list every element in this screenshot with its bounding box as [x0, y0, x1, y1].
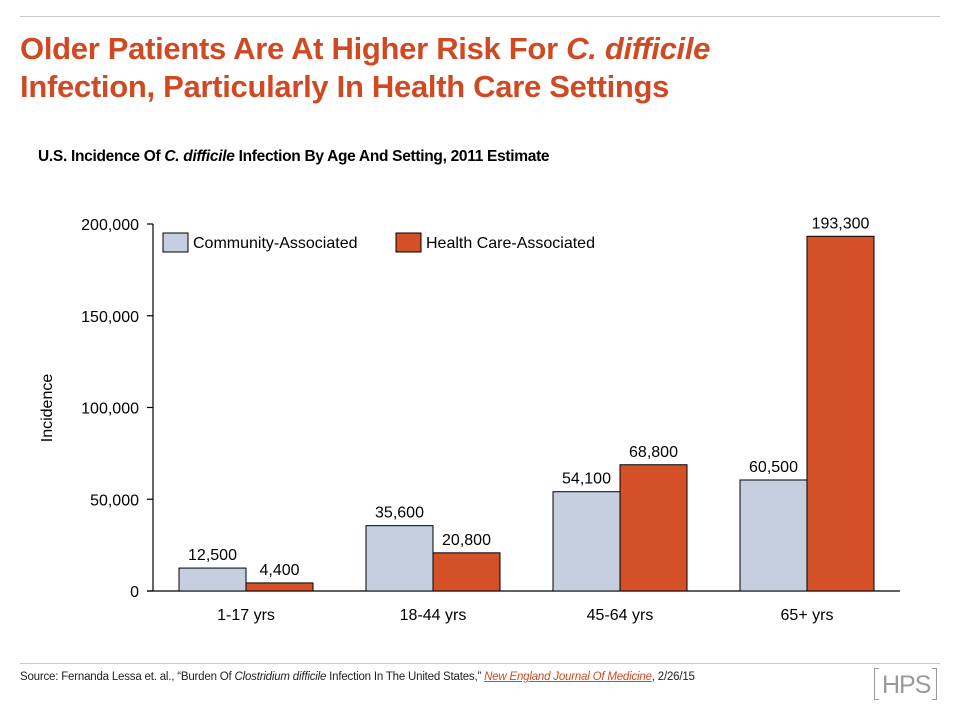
data-label: 35,600 — [375, 505, 424, 522]
logo-text: HPS — [882, 671, 931, 699]
title-text-line2: Infection, Particularly In Health Care S… — [20, 69, 670, 104]
y-tick-label: 50,000 — [90, 492, 139, 509]
bar-health-care — [619, 464, 688, 592]
bar-health-care — [245, 582, 314, 592]
y-axis-label: Incidence — [39, 374, 56, 443]
legend-swatch-community — [162, 232, 189, 253]
chart-title-text-end: Infection By Age And Setting, 2011 Estim… — [234, 148, 550, 165]
chart-title: U.S. Incidence Of C. difficile Infection… — [38, 148, 550, 166]
y-tick-label: 150,000 — [81, 309, 139, 326]
x-tick-label: 65+ yrs — [781, 607, 834, 624]
bars — [178, 235, 875, 592]
bar-community — [178, 567, 247, 592]
logo-bracket-right — [932, 668, 937, 700]
y-tick-label: 200,000 — [81, 217, 139, 234]
x-tick-label: 18-44 yrs — [400, 607, 467, 624]
data-label: 54,100 — [562, 471, 611, 488]
data-label: 193,300 — [812, 215, 870, 232]
data-label: 4,400 — [259, 562, 299, 579]
bar-community — [365, 525, 434, 592]
data-label: 68,800 — [629, 444, 678, 461]
x-tick-label: 1-17 yrs — [217, 607, 275, 624]
axes: 0 50,000 100,000 150,000 200,000 1-17 yrs 18-4… — [81, 217, 900, 624]
source-italic: Clostridium difficile — [234, 671, 327, 683]
data-label: 20,800 — [442, 532, 491, 549]
chart-title-text: U.S. Incidence Of — [38, 148, 165, 165]
hps-logo: HPS — [872, 668, 942, 700]
legend-label: Health Care-Associated — [426, 235, 595, 252]
source-date: , 2/26/15 — [651, 671, 695, 683]
bar-health-care — [432, 552, 501, 592]
bar-community — [552, 491, 621, 592]
x-tick-label: 45-64 yrs — [587, 607, 654, 624]
bar-chart: 0 50,000 100,000 150,000 200,000 1-17 yrs 18-4… — [39, 215, 900, 624]
legend-label: Community-Associated — [193, 235, 358, 252]
bar-community — [739, 479, 808, 592]
title-italic-text: C. difficile — [566, 31, 711, 66]
source-citation: Source: Fernanda Lessa et. al., “Burden … — [20, 671, 695, 683]
chart-title-italic: C. difficile — [164, 148, 235, 165]
legend-swatch-health-care — [395, 232, 422, 253]
journal-link[interactable]: New England Journal Of Medicine — [484, 671, 652, 683]
legend: Community-Associated Health Care-Associat… — [162, 232, 595, 253]
y-tick-label: 0 — [130, 584, 139, 601]
data-labels: 12,500 4,400 35,600 20,800 54,100 68,800 60,50… — [188, 215, 869, 579]
logo-bracket-left — [874, 668, 879, 700]
source-prefix: Source: Fernanda Lessa et. al., “Burden … — [20, 671, 235, 683]
title-text: Older Patients Are At Higher Risk For — [20, 31, 567, 66]
data-label: 12,500 — [188, 547, 237, 564]
bar-health-care — [806, 235, 875, 592]
page-title: Older Patients Are At Higher Risk For C.… — [20, 30, 920, 106]
data-label: 60,500 — [749, 459, 798, 476]
y-tick-label: 100,000 — [81, 401, 139, 418]
top-divider — [20, 16, 940, 17]
bottom-divider — [20, 663, 940, 664]
source-mid: Infection In The United States,” — [326, 671, 485, 683]
